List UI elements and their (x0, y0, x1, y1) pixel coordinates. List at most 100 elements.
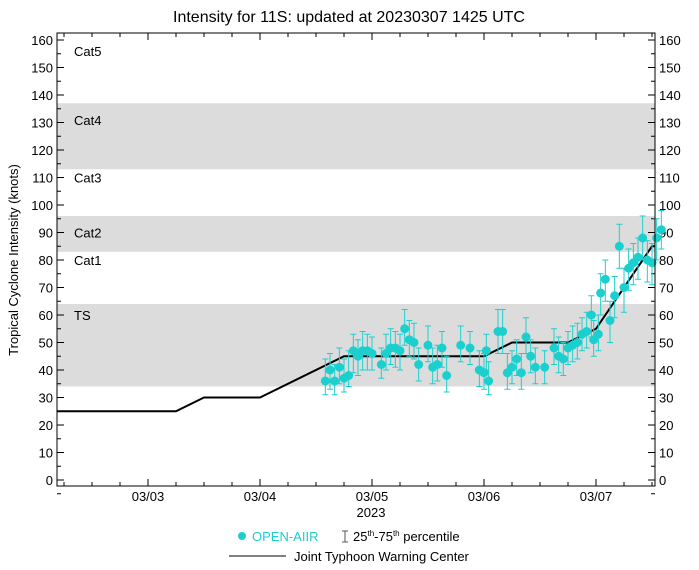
y-tick-label-right: 70 (659, 281, 673, 296)
y-tick-label-right: 80 (659, 253, 673, 268)
openaiir-marker (414, 360, 424, 369)
y-tick-label: 150 (31, 61, 53, 76)
legend: OPEN-AIIR 25th-75th percentile Joint Typ… (229, 529, 470, 564)
openaiir-marker (586, 310, 596, 320)
y-tick-label-right: 150 (659, 61, 681, 76)
category-band-cat4 (57, 103, 655, 170)
openaiir-point (437, 331, 447, 368)
openaiir-point (376, 347, 386, 379)
openaiir-marker (481, 346, 491, 356)
openaiir-marker (325, 365, 335, 375)
openaiir-marker (652, 233, 662, 243)
x-axis-year: 2023 (357, 505, 386, 520)
openaiir-series (320, 210, 666, 396)
y-tick-label-right: 10 (659, 446, 673, 461)
openaiir-point (390, 331, 400, 368)
openaiir-marker (558, 354, 568, 364)
openaiir-point (530, 347, 540, 385)
y-tick-label: 140 (31, 88, 53, 103)
openaiir-marker (572, 338, 582, 347)
y-tick-label-right: 0 (659, 473, 666, 488)
openaiir-point (656, 210, 666, 250)
x-tick-label: 03/04 (244, 489, 277, 504)
openaiir-point (456, 325, 466, 363)
openaiir-point (442, 355, 452, 393)
openaiir-marker (540, 362, 550, 372)
openaiir-point (610, 276, 620, 319)
openaiir-marker (334, 362, 344, 372)
y-tick-label-right: 30 (659, 391, 673, 406)
openaiir-marker (610, 291, 620, 301)
openaiir-point (320, 358, 330, 396)
openaiir-point (558, 342, 568, 376)
openaiir-point (414, 347, 424, 382)
legend-jtwc-label: Joint Typhoon Warning Center (294, 549, 470, 564)
openaiir-marker (530, 362, 540, 372)
openaiir-point (619, 267, 629, 313)
openaiir-marker (593, 329, 603, 339)
y-tick-label: 110 (32, 171, 53, 186)
openaiir-marker (320, 376, 330, 386)
openaiir-point (334, 347, 344, 385)
y-tick-label-right: 110 (659, 171, 680, 186)
y-axis-label: Tropical Cyclone Intensity (knots) (6, 164, 21, 356)
y-tick-label: 90 (39, 226, 53, 241)
y-tick-label: 100 (31, 198, 53, 213)
y-tick-label: 60 (39, 308, 53, 323)
y-tick-label: 10 (39, 446, 53, 461)
x-tick-label: 03/07 (580, 489, 613, 504)
y-tick-label: 20 (39, 418, 53, 433)
y-tick-label: 40 (39, 363, 53, 378)
legend-percentile-label: 25th-75th percentile (353, 529, 460, 544)
openaiir-point (507, 350, 517, 385)
y-tick-label-right: 40 (659, 363, 673, 378)
openaiir-marker (507, 362, 517, 372)
openaiir-point (596, 273, 606, 316)
chart-title: Intensity for 11S: updated at 20230307 1… (173, 9, 525, 26)
x-tick-label: 03/06 (468, 489, 501, 504)
openaiir-marker (465, 343, 475, 353)
openaiir-point (549, 328, 559, 365)
x-tick-label: 03/03 (132, 489, 165, 504)
openaiir-marker (498, 327, 508, 336)
openaiir-marker (437, 343, 447, 353)
openaiir-point (484, 361, 494, 396)
y-tick-label-right: 140 (659, 88, 681, 103)
openaiir-point (395, 333, 405, 371)
category-bands: TS Cat1 Cat2 Cat3 Cat4 Cat5 (57, 44, 655, 387)
openaiir-marker (484, 376, 494, 386)
openaiir-marker (516, 368, 526, 378)
y-tick-label: 160 (31, 33, 53, 48)
y-tick-label-right: 130 (659, 116, 681, 131)
openaiir-marker (376, 360, 386, 369)
openaiir-marker (656, 225, 666, 235)
openaiir-point (512, 339, 522, 376)
category-band-cat2 (57, 216, 655, 252)
openaiir-marker (614, 241, 624, 251)
category-label-ts: TS (74, 308, 91, 323)
openaiir-point (325, 353, 335, 390)
y-tick-label-right: 50 (659, 336, 673, 351)
openaiir-point (367, 336, 377, 371)
openaiir-point (572, 322, 582, 360)
openaiir-marker (512, 354, 522, 364)
category-label-cat1: Cat1 (74, 253, 101, 268)
openaiir-marker (367, 349, 377, 358)
openaiir-point (465, 331, 475, 365)
category-label-cat3: Cat3 (74, 171, 101, 186)
openaiir-marker (600, 274, 610, 284)
y-tick-label: 0 (46, 473, 53, 488)
openaiir-marker (582, 327, 592, 336)
openaiir-point (582, 311, 592, 349)
category-label-cat5: Cat5 (74, 44, 101, 59)
category-label-cat2: Cat2 (74, 226, 101, 241)
legend-openaiir-marker (238, 532, 246, 540)
openaiir-point (474, 350, 484, 387)
y-tick-label: 120 (31, 143, 53, 158)
y-tick-label-right: 20 (659, 418, 673, 433)
y-tick-label: 80 (39, 253, 53, 268)
y-tick-label-right: 60 (659, 308, 673, 323)
openaiir-point (400, 309, 410, 346)
